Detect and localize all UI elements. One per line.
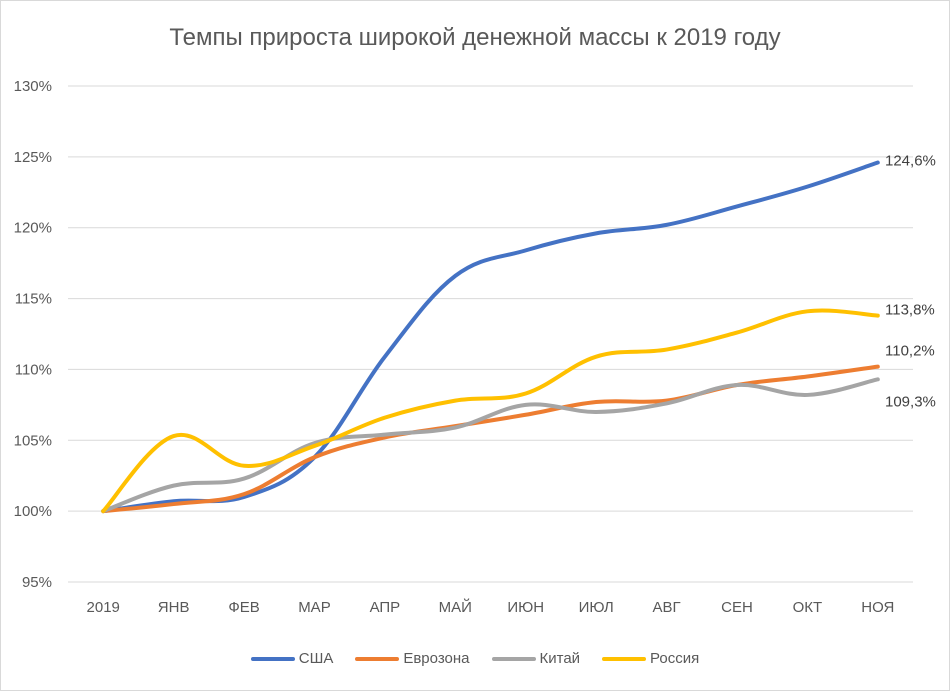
y-tick-label: 110% (15, 361, 52, 378)
x-tick-label: 2019 (87, 599, 120, 616)
x-tick-label: АВГ (652, 599, 680, 616)
x-tick-label: АПР (370, 599, 401, 616)
legend-item: Китай (491, 650, 581, 667)
x-tick-label: ОКТ (793, 599, 823, 616)
series-line-4 (101, 308, 880, 514)
end-data-label: 110,2% (885, 343, 935, 360)
y-tick-label: 115% (15, 291, 52, 308)
y-tick-label: 95% (22, 574, 52, 591)
legend-label: Китай (539, 650, 581, 667)
legend-swatch (250, 656, 295, 661)
legend-swatch (491, 656, 536, 661)
y-tick-label: 100% (14, 503, 52, 520)
y-tick-label: 130% (14, 78, 52, 95)
legend-item: Россия (602, 650, 699, 667)
x-tick-label: МАР (298, 599, 331, 616)
end-data-label: 109,3% (885, 393, 936, 410)
x-tick-label: ЯНВ (158, 599, 190, 616)
series-line-1 (101, 160, 880, 514)
y-tick-label: 125% (14, 149, 52, 166)
end-data-label: 113,8% (885, 302, 935, 319)
chart-title: Темпы прироста широкой денежной массы к … (169, 24, 781, 51)
series-line-3 (101, 377, 880, 514)
x-tick-label: ИЮН (507, 599, 544, 616)
legend-swatch (602, 656, 647, 661)
legend-label: Россия (650, 650, 700, 667)
x-tick-label: ФЕВ (228, 599, 259, 616)
legend-item: Еврозона (355, 650, 470, 667)
legend-label: США (298, 650, 334, 667)
legend-label: Еврозона (403, 650, 470, 667)
x-tick-label: МАЙ (439, 598, 472, 616)
end-data-label: 124,6% (885, 153, 936, 170)
x-tick-label: СЕН (721, 599, 753, 616)
x-tick-label: ИЮЛ (579, 599, 614, 616)
x-tick-label: НОЯ (861, 599, 894, 616)
legend-swatch (355, 656, 400, 661)
y-tick-label: 105% (14, 432, 52, 449)
legend-item: США (250, 650, 334, 667)
legend: США Еврозона Китай Россия (0, 650, 950, 667)
y-tick-label: 120% (14, 220, 52, 237)
